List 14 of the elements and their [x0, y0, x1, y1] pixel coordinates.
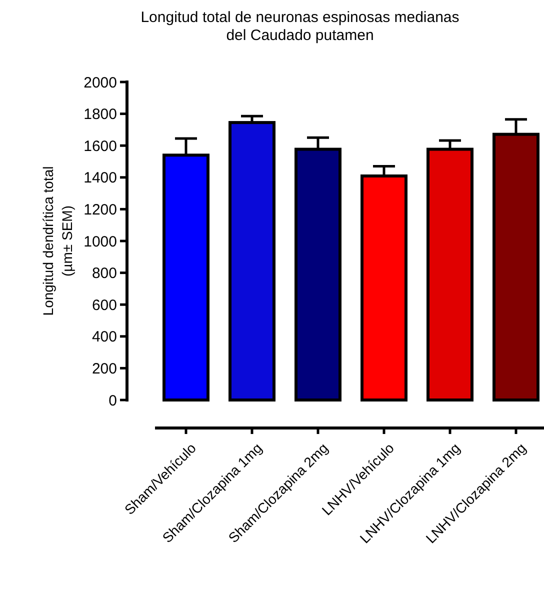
y-tick-label: 200	[92, 360, 117, 378]
y-tick-label: 400	[92, 328, 117, 346]
bar	[228, 121, 276, 402]
chart-title: Longitud total de neuronas espinosas medianas del Caudado putamen	[140, 9, 460, 44]
y-tick-label: 2000	[84, 74, 117, 92]
y-tick-label: 1000	[84, 233, 117, 250]
y-axis-title: Longitud dendrítica total (µm± SEM)	[40, 166, 75, 316]
y-tick-label: 0	[108, 392, 117, 410]
y-tick-label: 1800	[84, 106, 117, 124]
y-tick-label: 1200	[84, 201, 117, 218]
y-tick-label: 800	[92, 265, 117, 282]
y-tick-label: 1600	[84, 138, 117, 155]
y-tick-label: 600	[92, 296, 117, 314]
y-tick-label: 1400	[84, 170, 117, 187]
